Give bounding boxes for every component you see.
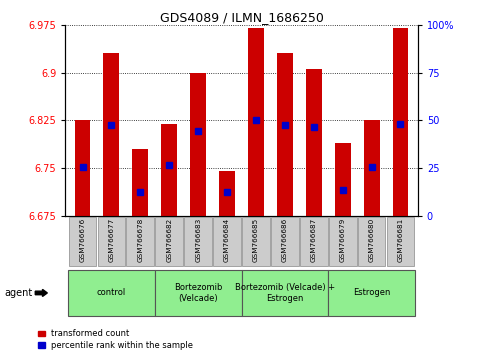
Bar bbox=[329, 217, 356, 266]
Bar bbox=[127, 217, 154, 266]
Bar bbox=[219, 171, 235, 216]
Text: GSM766678: GSM766678 bbox=[137, 217, 143, 262]
Text: control: control bbox=[97, 289, 126, 297]
Text: GSM766682: GSM766682 bbox=[166, 217, 172, 262]
Bar bbox=[386, 217, 414, 266]
Bar bbox=[132, 149, 148, 216]
Text: GSM766679: GSM766679 bbox=[340, 217, 346, 262]
Text: GSM766687: GSM766687 bbox=[311, 217, 317, 262]
Bar bbox=[68, 270, 155, 316]
Bar bbox=[213, 217, 241, 266]
Bar bbox=[161, 124, 177, 216]
Bar bbox=[271, 217, 298, 266]
Bar bbox=[103, 53, 119, 216]
Text: GSM766680: GSM766680 bbox=[369, 217, 374, 262]
Text: Bortezomib
(Velcade): Bortezomib (Velcade) bbox=[174, 283, 222, 303]
Bar bbox=[185, 217, 212, 266]
Bar bbox=[393, 28, 409, 216]
Text: GSM766685: GSM766685 bbox=[253, 217, 259, 262]
Text: GSM766683: GSM766683 bbox=[195, 217, 201, 262]
Text: GSM766677: GSM766677 bbox=[109, 217, 114, 262]
Text: GSM766684: GSM766684 bbox=[224, 217, 230, 262]
Bar bbox=[277, 53, 293, 216]
Bar bbox=[155, 270, 242, 316]
Bar bbox=[358, 217, 385, 266]
Bar bbox=[328, 270, 415, 316]
Text: GSM766676: GSM766676 bbox=[80, 217, 85, 262]
Text: GSM766681: GSM766681 bbox=[398, 217, 403, 262]
Bar bbox=[306, 69, 322, 216]
Text: GSM766686: GSM766686 bbox=[282, 217, 288, 262]
Bar bbox=[74, 120, 90, 216]
Text: Estrogen: Estrogen bbox=[353, 289, 390, 297]
Bar bbox=[364, 120, 380, 216]
Bar bbox=[248, 28, 264, 216]
Title: GDS4089 / ILMN_1686250: GDS4089 / ILMN_1686250 bbox=[159, 11, 324, 24]
Bar bbox=[300, 217, 327, 266]
Bar bbox=[156, 217, 183, 266]
Bar bbox=[335, 143, 351, 216]
Bar bbox=[242, 217, 270, 266]
Legend: transformed count, percentile rank within the sample: transformed count, percentile rank withi… bbox=[38, 329, 193, 350]
Text: Bortezomib (Velcade) +
Estrogen: Bortezomib (Velcade) + Estrogen bbox=[235, 283, 335, 303]
Bar bbox=[69, 217, 97, 266]
Bar bbox=[190, 73, 206, 216]
Bar bbox=[98, 217, 125, 266]
Bar bbox=[242, 270, 328, 316]
Text: agent: agent bbox=[5, 288, 33, 298]
